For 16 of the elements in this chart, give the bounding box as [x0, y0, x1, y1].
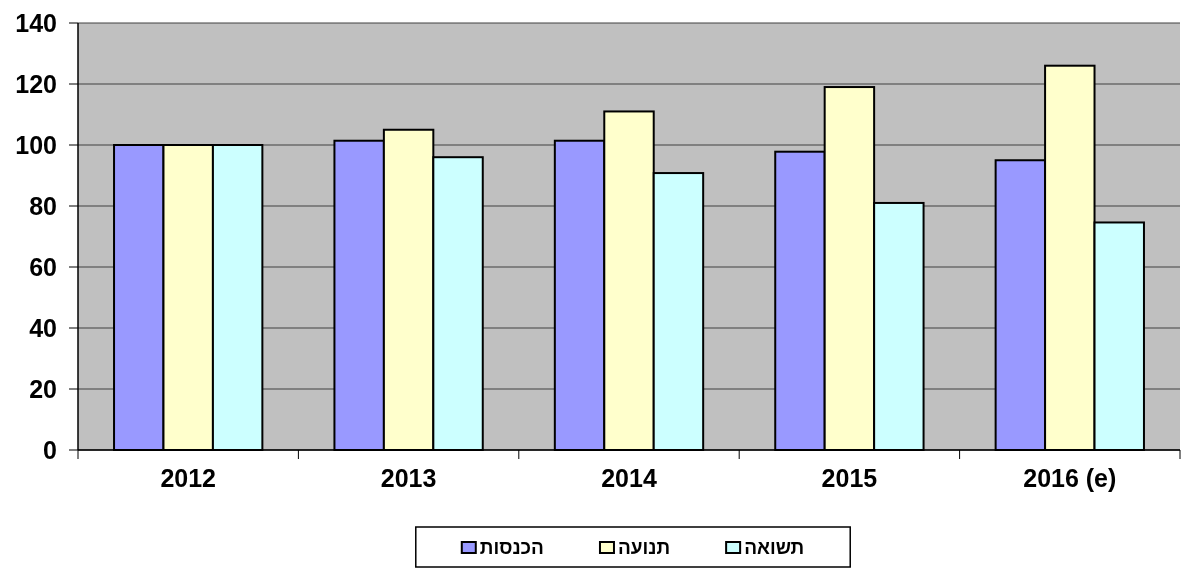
legend-label: תנועה — [617, 537, 671, 558]
x-tick-label: 2016 (e) — [1023, 464, 1117, 492]
x-tick-label: 2013 — [380, 464, 437, 492]
legend-label: הכנסות — [479, 537, 544, 558]
y-tick-label: 120 — [15, 70, 57, 98]
y-tick-label: 100 — [15, 131, 57, 159]
y-tick-label: 0 — [43, 436, 57, 464]
x-tick-label: 2014 — [601, 464, 657, 492]
y-tick-label: 20 — [29, 375, 57, 403]
x-tick-label: 2012 — [160, 464, 216, 492]
x-tick-label: 2015 — [821, 464, 878, 492]
y-tick-label: 80 — [29, 192, 57, 220]
legend-label: תשואה — [744, 537, 805, 558]
y-tick-label: 60 — [29, 253, 57, 281]
y-tick-label: 140 — [15, 9, 57, 37]
y-tick-label: 40 — [29, 314, 57, 342]
